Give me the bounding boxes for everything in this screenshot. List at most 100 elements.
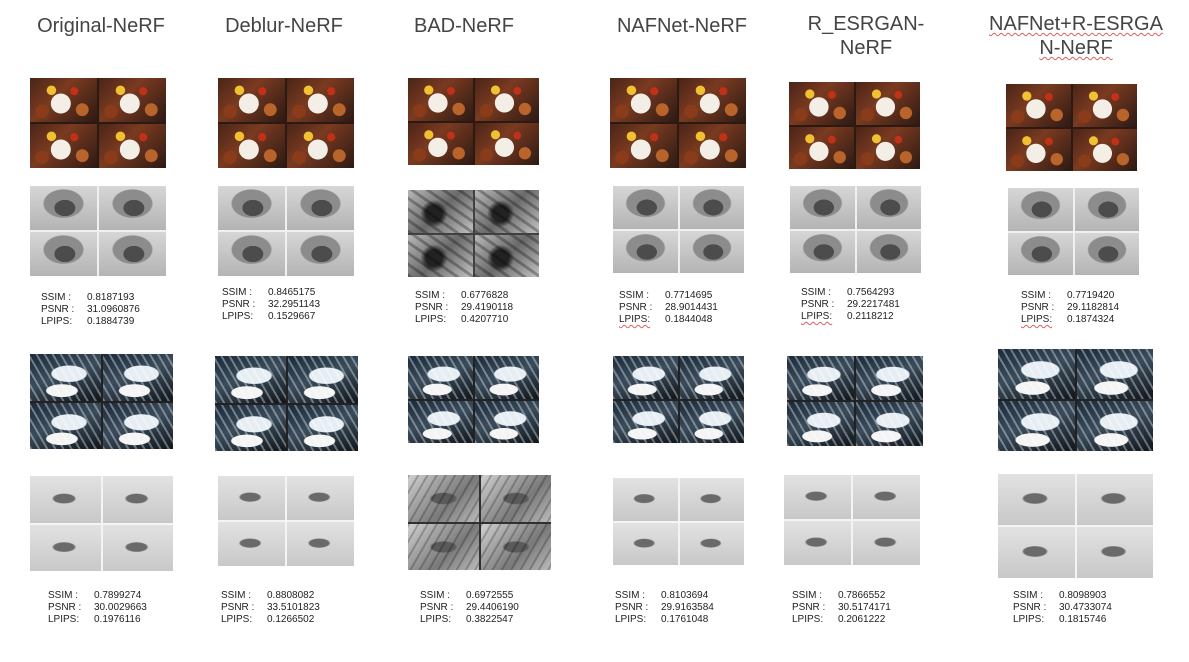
psnr-label: PSNR :: [41, 304, 87, 316]
column-title-original-nerf: Original-NeRF: [1, 14, 201, 38]
metrics-a-original: SSIM : 0.8187193 PSNR : 31.0960876 LPIPS: 0…: [41, 292, 140, 328]
metrics-a-nafnet: SSIM : 0.7714695 PSNR : 28.9014431 LPIPS: 0…: [619, 290, 718, 326]
psnr-value: 29.2217481: [847, 299, 900, 311]
ssim-value: 0.7899274: [94, 590, 141, 602]
lpips-value: 0.4207710: [461, 314, 508, 326]
bowl-depth-deblur: [218, 476, 354, 566]
lpips-value: 0.1266502: [267, 614, 314, 626]
ssim-label: SSIM :: [221, 590, 267, 602]
metrics-a-deblur: SSIM : 0.8465175 PSNR : 32.2951143 LPIPS: 0…: [222, 287, 320, 323]
bowl-depth-nafnet-resrgan: [998, 474, 1153, 578]
title-line-2: NeRF: [840, 37, 892, 59]
psnr-value: 30.5174171: [838, 602, 891, 614]
lpips-label: LPIPS:: [420, 614, 466, 626]
lpips-label: LPIPS:: [415, 314, 461, 326]
dessert-render-nafnet: [610, 78, 746, 168]
psnr-value: 28.9014431: [665, 302, 718, 314]
ssim-label: SSIM :: [615, 590, 661, 602]
metrics-b-nafnet-resrgan: SSIM : 0.8098903 PSNR : 30.4733074 LPIPS: 0…: [1013, 590, 1112, 626]
lpips-value: 0.3822547: [466, 614, 513, 626]
lpips-value: 0.1761048: [661, 614, 708, 626]
bowl-depth-resrgan: [784, 475, 920, 565]
lpips-value: 0.1529667: [268, 311, 315, 323]
ssim-value: 0.6972555: [466, 590, 513, 602]
psnr-label: PSNR :: [792, 602, 838, 614]
lpips-value: 0.1844048: [665, 314, 712, 326]
psnr-label: PSNR :: [619, 302, 665, 314]
lpips-label: LPIPS:: [801, 311, 847, 323]
column-title-resrgan-nerf: R_ESRGAN- NeRF: [766, 12, 966, 60]
metrics-a-bad: SSIM : 0.6776828 PSNR : 29.4190118 LPIPS: 0…: [415, 290, 513, 326]
psnr-label: PSNR :: [420, 602, 466, 614]
dessert-render-deblur: [218, 78, 354, 168]
ssim-value: 0.8187193: [87, 292, 134, 304]
lpips-value: 0.1874324: [1067, 314, 1114, 326]
psnr-value: 29.1182814: [1067, 302, 1119, 314]
psnr-label: PSNR :: [1021, 302, 1067, 314]
dessert-render-nafnet-resrgan: [1006, 84, 1137, 171]
ssim-label: SSIM :: [222, 287, 268, 299]
lpips-label: LPIPS:: [48, 614, 94, 626]
psnr-value: 30.4733074: [1059, 602, 1112, 614]
ssim-value: 0.8808082: [267, 590, 314, 602]
title-line-1: NAFNet+R-ESRGA: [989, 13, 1163, 35]
ssim-label: SSIM :: [420, 590, 466, 602]
lpips-value: 0.1815746: [1059, 614, 1106, 626]
ssim-label: SSIM :: [48, 590, 94, 602]
ssim-value: 0.7714695: [665, 290, 712, 302]
dessert-render-bad: [408, 78, 539, 165]
bowl-render-nafnet: [613, 356, 744, 443]
lpips-value: 0.1884739: [87, 316, 134, 328]
dessert-depth-resrgan: [790, 186, 921, 273]
ssim-label: SSIM :: [1013, 590, 1059, 602]
bowl-depth-nafnet: [613, 478, 744, 565]
metrics-b-nafnet: SSIM : 0.8103694 PSNR : 29.9163584 LPIPS: 0…: [615, 590, 714, 626]
title-line-2: N-NeRF: [1039, 37, 1112, 59]
psnr-value: 29.4190118: [461, 302, 513, 314]
column-title-bad-nerf: BAD-NeRF: [364, 14, 564, 38]
metrics-b-bad: SSIM : 0.6972555 PSNR : 29.4406190 LPIPS: 0…: [420, 590, 519, 626]
dessert-render-resrgan: [789, 82, 920, 169]
dessert-depth-deblur: [218, 186, 354, 276]
lpips-label: LPIPS:: [221, 614, 267, 626]
metrics-a-nafnet-resrgan: SSIM : 0.7719420 PSNR : 29.1182814 LPIPS: 0…: [1021, 290, 1119, 326]
psnr-label: PSNR :: [615, 602, 661, 614]
ssim-label: SSIM :: [801, 287, 847, 299]
lpips-label: LPIPS:: [222, 311, 268, 323]
ssim-label: SSIM :: [1021, 290, 1067, 302]
metrics-b-original: SSIM : 0.7899274 PSNR : 30.0029663 LPIPS: 0…: [48, 590, 147, 626]
bowl-depth-bad: [408, 475, 551, 570]
lpips-value: 0.2118212: [847, 311, 894, 323]
lpips-value: 0.1976116: [94, 614, 141, 626]
bowl-render-nafnet-resrgan: [998, 349, 1153, 451]
lpips-value: 0.2061222: [838, 614, 885, 626]
ssim-value: 0.7564293: [847, 287, 894, 299]
column-title-nafnet-nerf: NAFNet-NeRF: [582, 14, 782, 38]
lpips-label: LPIPS:: [619, 314, 665, 326]
title-line-1: R_ESRGAN-: [808, 13, 925, 35]
psnr-label: PSNR :: [222, 299, 268, 311]
ssim-label: SSIM :: [619, 290, 665, 302]
ssim-value: 0.8103694: [661, 590, 708, 602]
ssim-label: SSIM :: [792, 590, 838, 602]
bowl-depth-original: [30, 476, 173, 571]
ssim-label: SSIM :: [41, 292, 87, 304]
ssim-value: 0.8465175: [268, 287, 315, 299]
lpips-label: LPIPS:: [792, 614, 838, 626]
bowl-render-resrgan: [787, 356, 923, 446]
psnr-label: PSNR :: [48, 602, 94, 614]
ssim-value: 0.7866552: [838, 590, 885, 602]
psnr-value: 31.0960876: [87, 304, 140, 316]
lpips-label: LPIPS:: [615, 614, 661, 626]
ssim-value: 0.6776828: [461, 290, 508, 302]
psnr-value: 29.9163584: [661, 602, 714, 614]
psnr-label: PSNR :: [801, 299, 847, 311]
column-title-nafnet-resrgan-nerf: NAFNet+R-ESRGA N-NeRF: [976, 12, 1176, 60]
metrics-b-deblur: SSIM : 0.8808082 PSNR : 33.5101823 LPIPS: 0…: [221, 590, 320, 626]
column-title-deblur-nerf: Deblur-NeRF: [184, 14, 384, 38]
dessert-render-original: [30, 78, 166, 168]
lpips-label: LPIPS:: [41, 316, 87, 328]
metrics-b-resrgan: SSIM : 0.7866552 PSNR : 30.5174171 LPIPS: 0…: [792, 590, 891, 626]
dessert-depth-original: [30, 186, 166, 276]
psnr-label: PSNR :: [221, 602, 267, 614]
